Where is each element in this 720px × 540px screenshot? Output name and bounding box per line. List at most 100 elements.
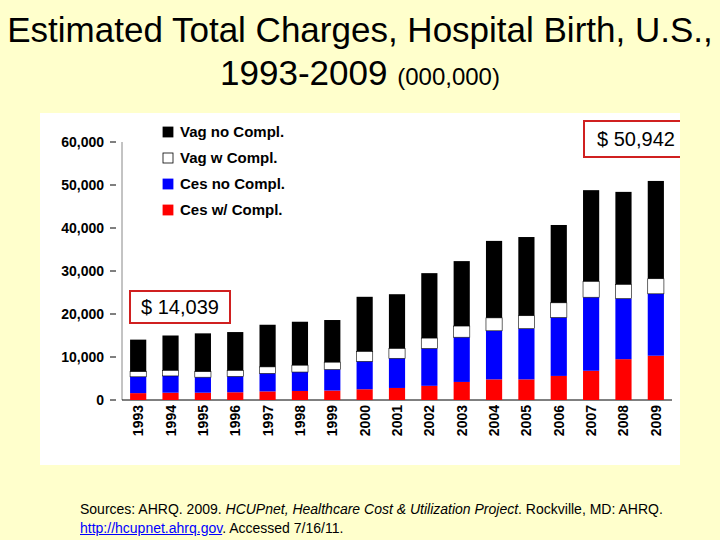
bar-segment	[551, 303, 567, 318]
annotation-box	[584, 121, 680, 157]
legend-label: Ces no Compl.	[180, 175, 285, 192]
bar-segment	[421, 273, 437, 338]
bar-segment	[551, 376, 567, 400]
bar-segment	[130, 377, 146, 393]
bar-segment	[162, 370, 178, 376]
chart-panel: 010,00020,00030,00040,00050,00060,000199…	[40, 113, 680, 465]
y-tick-label: 20,000	[61, 306, 104, 322]
title: Estimated Total Charges, Hospital Birth,…	[0, 8, 720, 98]
bar-segment	[292, 372, 308, 391]
bar-segment	[389, 348, 405, 358]
annotation: $ 50,942	[597, 128, 675, 150]
bar-segment	[454, 382, 470, 400]
subtitle: (000,000)	[397, 63, 500, 90]
bar-segment	[357, 361, 373, 389]
bar-segment	[518, 316, 534, 329]
bar-segment	[615, 284, 631, 298]
bar-segment	[324, 362, 340, 369]
annotation: $ 14,039	[141, 296, 219, 318]
source-part[interactable]: http://hcupnet.ahrq.gov	[80, 520, 222, 536]
bar-segment	[292, 322, 308, 365]
bar-segment	[583, 371, 599, 400]
bar-segment	[518, 237, 534, 316]
bar-segment	[389, 358, 405, 388]
legend-swatch	[163, 127, 173, 137]
bar-segment	[615, 359, 631, 400]
bar-segment	[486, 379, 502, 400]
x-tick-label: 1996	[227, 405, 243, 436]
x-tick-label: 2004	[486, 405, 502, 436]
bar-segment	[130, 340, 146, 372]
bar-segment	[162, 393, 178, 400]
bar-segment	[486, 318, 502, 331]
bar-segment	[292, 365, 308, 372]
x-tick-label: 2000	[357, 405, 373, 436]
bar-segment	[518, 329, 534, 380]
bar-segment	[551, 225, 567, 303]
x-tick-label: 1993	[130, 405, 146, 436]
bar-segment	[389, 388, 405, 400]
x-tick-label: 2006	[551, 405, 567, 436]
y-tick-label: 0	[96, 392, 104, 408]
bar-segment	[195, 393, 211, 400]
bar-segment	[324, 391, 340, 400]
bar-segment	[227, 370, 243, 376]
bar-segment	[195, 333, 211, 371]
x-tick-label: 2005	[518, 405, 534, 436]
source-part: Sources: AHRQ. 2009.	[80, 501, 226, 517]
bar-segment	[486, 241, 502, 318]
y-tick	[110, 357, 116, 358]
y-tick	[110, 228, 116, 229]
x-tick-label: 1995	[195, 405, 211, 436]
bar-segment	[357, 389, 373, 400]
bar-segment	[615, 192, 631, 284]
bar-segment	[260, 391, 276, 400]
x-tick-label: 1994	[163, 405, 179, 436]
bar-segment	[648, 356, 664, 400]
bar-segment	[583, 281, 599, 297]
bar-segment	[421, 338, 437, 348]
bar-segment	[389, 294, 405, 348]
title-text: Estimated Total Charges, Hospital Birth,…	[7, 10, 713, 92]
bar-segment	[583, 297, 599, 371]
x-tick-label: 2009	[648, 405, 664, 436]
bar-segment	[195, 377, 211, 392]
bar-segment	[615, 299, 631, 360]
y-tick-label: 40,000	[61, 220, 104, 236]
legend-swatch	[163, 205, 173, 215]
bar-segment	[551, 317, 567, 375]
legend-label: Vag w Compl.	[180, 149, 278, 166]
bar-segment	[648, 294, 664, 356]
y-tick-label: 60,000	[61, 134, 104, 150]
bar-segment	[130, 372, 146, 377]
source-part: HCUPnet, Healthcare Cost & Utilization P…	[226, 501, 519, 517]
bar-segment	[227, 376, 243, 392]
x-tick-label: 2001	[389, 405, 405, 436]
bar-segment	[324, 369, 340, 390]
bar-segment	[324, 320, 340, 362]
source-part: . Accessed 7/16/11.	[222, 520, 343, 536]
source-part: . Rockville, MD: AHRQ.	[518, 501, 663, 517]
legend-label: Ces w/ Compl.	[180, 201, 283, 218]
y-tick-label: 50,000	[61, 177, 104, 193]
bar-segment	[486, 331, 502, 380]
y-tick	[110, 185, 116, 186]
y-tick	[110, 314, 116, 315]
y-tick	[110, 142, 116, 143]
x-tick-label: 2007	[583, 405, 599, 436]
bar-segment	[162, 336, 178, 371]
bar-segment	[421, 386, 437, 400]
bar-segment	[421, 348, 437, 385]
x-tick-label: 1998	[292, 405, 308, 436]
bar-segment	[195, 372, 211, 378]
y-tick-label: 30,000	[61, 263, 104, 279]
x-tick-label: 1997	[260, 405, 276, 436]
bar-segment	[357, 351, 373, 361]
x-tick-label: 2008	[615, 405, 631, 436]
y-axis	[122, 142, 123, 400]
x-tick-label: 2003	[454, 405, 470, 436]
x-tick-label: 2002	[421, 405, 437, 436]
bar-segment	[227, 332, 243, 370]
y-tick	[110, 271, 116, 272]
bar-segment	[130, 393, 146, 400]
